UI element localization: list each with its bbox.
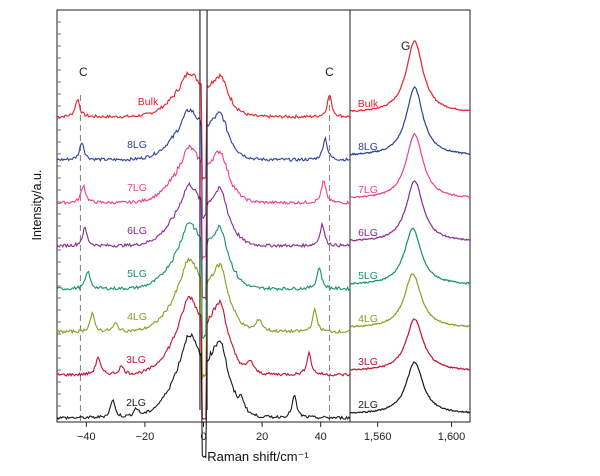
series-label-g-3LG: 3LG [358,356,378,368]
spectrum-g-6LG [349,180,471,242]
spectrum-low-4LG [56,257,351,380]
spectrum-low-5LG [56,222,351,339]
c-peak-annotation: C [325,65,334,79]
g-x-tick-label: 1,600 [438,431,466,443]
series-label-g-4LG: 4LG [358,313,378,325]
spectrum-g-8LG [349,86,471,156]
series-label-low-3LG: 3LG [126,354,146,366]
series-label-low-4LG: 4LG [127,311,147,323]
low-x-tick-label: 0 [200,431,206,443]
series-label-g-5LG: 5LG [358,270,378,282]
spectrum-low-3LG [56,295,351,420]
guide-lines-layer [79,95,331,422]
series-label-g-7LG: 7LG [358,184,378,196]
plot-frame-layer [56,9,471,427]
series-label-g-8LG: 8LG [358,141,378,153]
series-label-low-2LG: 2LG [126,397,146,409]
g-x-tick-label: 1,560 [364,431,392,443]
series-label-low-6LG: 6LG [127,225,147,237]
y-axis-label: Intensity/a.u. [30,170,44,241]
series-label-g-Bulk: Bulk [358,98,379,110]
series-label-low-Bulk: Bulk [138,96,159,108]
series-label-low-5LG: 5LG [127,268,147,280]
series-label-g-2LG: 2LG [358,399,378,411]
c-peak-annotation: C [79,65,88,79]
spectrum-g-2LG [349,361,471,414]
low-x-tick-label: −40 [77,431,96,443]
spectrum-g-Bulk [349,40,471,113]
text-layer: −40 −20 0 20 40 1,560 1,600 C C G Bulk Bulk 8LG 8LG 7L… [77,39,465,443]
low-x-tick-label: 40 [315,431,327,443]
series-label-g-6LG: 6LG [358,227,378,239]
low-x-tick-label: 20 [256,431,268,443]
series-label-low-7LG: 7LG [127,182,147,194]
x-axis-label: Raman shift/cm⁻¹ [207,449,309,464]
g-peak-annotation: G [401,39,410,53]
spectrum-low-Bulk [56,70,351,181]
spectrum-g-5LG [349,227,471,285]
spectrum-low-7LG [56,144,351,261]
spectrum-low-2LG [56,332,351,459]
spectrum-low-8LG [56,107,351,219]
low-x-tick-label: −20 [136,431,155,443]
series-layer [56,10,471,459]
series-label-low-8LG: 8LG [127,139,147,151]
spectrum-g-3LG [349,318,471,371]
spectrum-g-7LG [349,132,471,199]
spectrum-g-4LG [349,273,471,328]
spectrum-low-6LG [56,181,351,301]
plot-frame [56,9,471,423]
